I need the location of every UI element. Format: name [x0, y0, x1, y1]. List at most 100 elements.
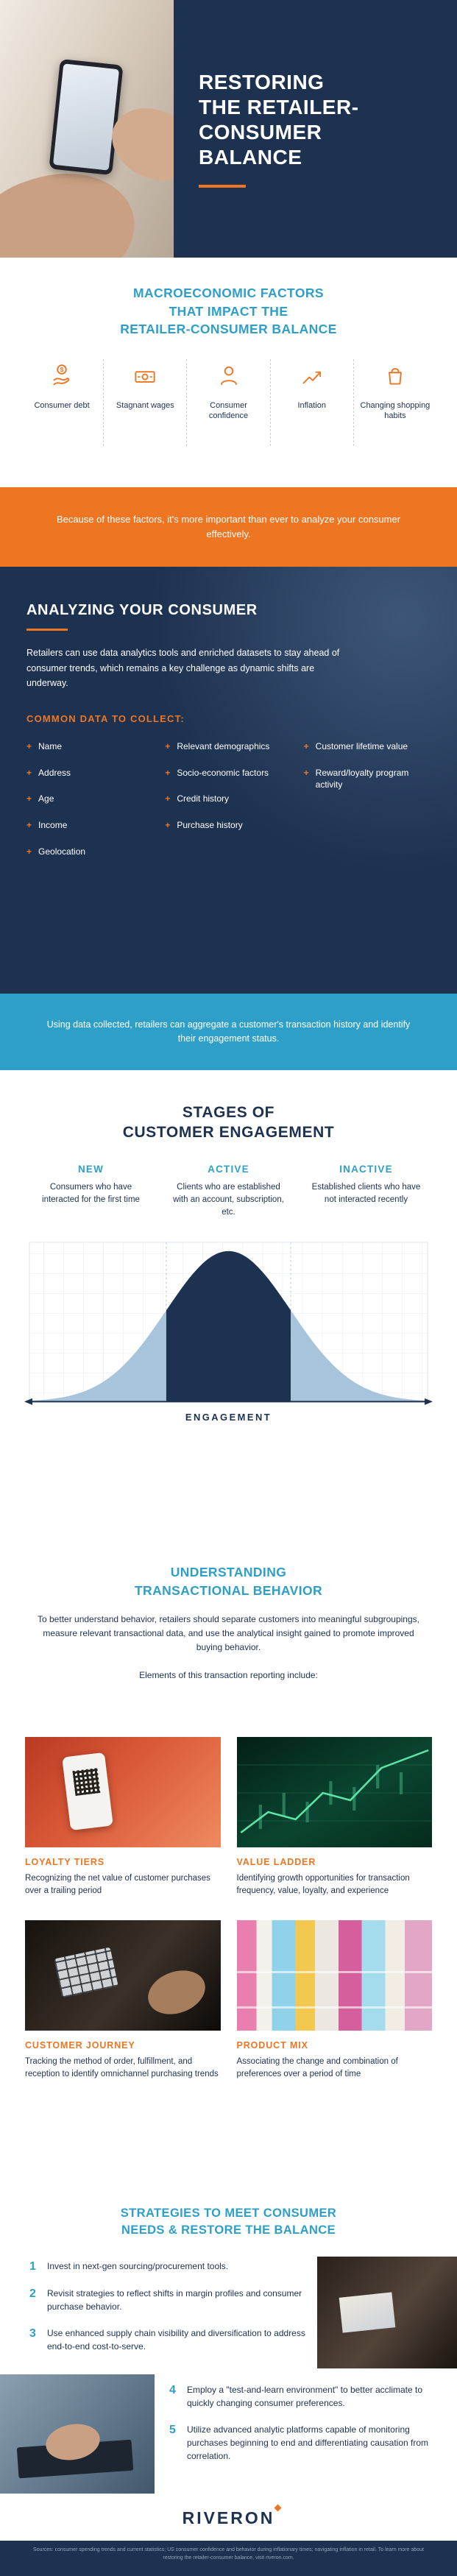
- shopping-bag-icon: [358, 359, 433, 393]
- card-title: CUSTOMER JOURNEY: [25, 2039, 135, 2050]
- card-customer-journey: CUSTOMER JOURNEY Tracking the method of …: [25, 1919, 221, 2081]
- heading-line: NEEDS & RESTORE THE BALANCE: [121, 2223, 336, 2237]
- axis-arrow-right-icon: [425, 1398, 433, 1406]
- heading-underline: [26, 629, 68, 631]
- title-line: CONSUMER: [199, 121, 322, 144]
- transaction-element-cards: LOYALTY TIERS Recognizing the net value …: [0, 1725, 457, 2179]
- data-item-label: Socio-economic factors: [177, 767, 269, 778]
- data-item-label: Age: [38, 793, 54, 804]
- hand-coin-icon: $: [24, 359, 99, 393]
- stage-definitions: NEW Consumers who have interacted for th…: [26, 1164, 431, 1220]
- axis-arrow-left-icon: [24, 1398, 32, 1406]
- strategy-text: Employ a "test-and-learn environment" to…: [187, 2385, 423, 2409]
- plus-bullet-icon: +: [26, 846, 32, 857]
- card-product-mix: PRODUCT MIX Associating the change and c…: [236, 1919, 432, 2081]
- heading-line: MACROECONOMIC FACTORS: [133, 286, 324, 300]
- strategy-item-1: 1 Invest in next-gen sourcing/procuremen…: [29, 2260, 305, 2274]
- payment-device-photo: [25, 1919, 221, 2031]
- stock-chart-graphic: [236, 1749, 432, 1833]
- collect-column-1: + Name + Address + Age + Income + Geolocation: [26, 740, 153, 872]
- data-item-label: Customer lifetime value: [315, 740, 408, 751]
- plus-bullet-icon: +: [165, 820, 171, 831]
- plus-bullet-icon: +: [26, 820, 32, 831]
- logo-text: RIVERON: [182, 2508, 275, 2527]
- data-item: + Purchase history: [165, 819, 291, 832]
- stage-name: INACTIVE: [339, 1163, 393, 1175]
- plus-bullet-icon: +: [165, 740, 171, 751]
- title-line: RESTORING: [199, 70, 325, 93]
- footer-sources-bar: Sources: consumer spending trends and cu…: [0, 2541, 457, 2576]
- card-value-ladder: VALUE LADDER Identifying growth opportun…: [236, 1737, 432, 1898]
- transactional-paragraph: To better understand behavior, retailers…: [38, 1614, 419, 1653]
- card-text: Recognizing the net value of customer pu…: [25, 1874, 210, 1896]
- data-item-label: Address: [38, 767, 71, 778]
- curve-active-region: [166, 1251, 291, 1402]
- rising-arrow-icon: [274, 359, 350, 393]
- banner-text: Using data collected, retailers can aggr…: [46, 1019, 411, 1044]
- card-title: VALUE LADDER: [236, 1857, 316, 1867]
- card-text: Tracking the method of order, fulfillmen…: [25, 2056, 219, 2078]
- macro-heading: MACROECONOMIC FACTORS THAT IMPACT THE RE…: [21, 284, 436, 339]
- factor-stagnant-wages: Stagnant wages: [103, 358, 186, 446]
- data-item: + Address: [26, 767, 153, 779]
- data-item: + Income: [26, 819, 153, 832]
- collect-column-3: + Customer lifetime value + Reward/loyalty…: [304, 740, 431, 872]
- strategy-item-5: 5 Utilize advanced analytic platforms ca…: [169, 2423, 432, 2463]
- footer-logo-section: RIVERON: [0, 2495, 457, 2541]
- plus-bullet-icon: +: [165, 767, 171, 778]
- axis-label: ENGAGEMENT: [185, 1412, 272, 1423]
- riveron-logo: RIVERON: [182, 2504, 282, 2528]
- strategy-text: Invest in next-gen sourcing/procurement …: [47, 2261, 229, 2272]
- page-title: RESTORING THE RETAILER- CONSUMER BALANCE: [199, 70, 457, 171]
- strategies-row-2: 4 Employ a "test-and-learn environment" …: [0, 2374, 457, 2494]
- plus-bullet-icon: +: [303, 740, 309, 751]
- stage-active: ACTIVE Clients who are established with …: [164, 1164, 293, 1220]
- data-item-label: Name: [38, 740, 63, 751]
- heading-line: RETAILER-CONSUMER BALANCE: [120, 322, 337, 336]
- transactional-section: UNDERSTANDING TRANSACTIONAL BEHAVIOR To …: [0, 1532, 457, 1725]
- laptop-typing-photo: [0, 2374, 155, 2494]
- data-item-label: Geolocation: [38, 846, 86, 857]
- stage-description: Consumers who have interacted for the fi…: [42, 1182, 140, 1204]
- factor-label: Consumer confidence: [208, 400, 249, 421]
- stage-name: ACTIVE: [208, 1163, 249, 1175]
- title-line: THE RETAILER-: [199, 95, 359, 118]
- stock-chart-photo: [236, 1737, 432, 1847]
- data-item-label: Reward/loyalty program activity: [315, 767, 409, 790]
- factors-row: $ Consumer debt Stagnant wages: [21, 358, 436, 446]
- svg-text:$: $: [60, 366, 64, 373]
- calculator-graphic: [54, 1946, 118, 1998]
- engagement-chart-wrapper: ENGAGEMENT: [22, 1234, 435, 1429]
- heading-line: STRATEGIES TO MEET CONSUMER: [120, 2207, 337, 2220]
- strategy-item-3: 3 Use enhanced supply chain visibility a…: [29, 2326, 305, 2353]
- data-item-label: Credit history: [177, 793, 230, 804]
- data-item: + Age: [26, 793, 153, 805]
- blue-callout-banner: Using data collected, retailers can aggr…: [0, 994, 457, 1070]
- shelf-graphic: [236, 1970, 432, 1973]
- data-item: + Relevant demographics: [165, 740, 291, 753]
- factor-label: Stagnant wages: [116, 400, 174, 410]
- plus-bullet-icon: +: [26, 740, 32, 751]
- strategy-list-2: 4 Employ a "test-and-learn environment" …: [155, 2374, 457, 2494]
- phone-graphic: [62, 1752, 113, 1831]
- heading-line: CUSTOMER ENGAGEMENT: [122, 1124, 335, 1142]
- data-item: + Name: [26, 740, 153, 753]
- curve-inactive-region: [291, 1310, 428, 1402]
- data-item: + Customer lifetime value: [304, 740, 431, 753]
- factor-shopping-habits: Changing shopping habits: [353, 358, 436, 446]
- banner-text: Because of these factors, it's more impo…: [56, 513, 401, 539]
- card-title: LOYALTY TIERS: [25, 1857, 105, 1867]
- curve-new-region: [29, 1310, 166, 1402]
- factor-consumer-debt: $ Consumer debt: [21, 359, 103, 446]
- phone-qr-code-photo: [25, 1737, 221, 1847]
- strategy-number: 3: [29, 2327, 36, 2340]
- banknote-icon: [107, 359, 183, 393]
- collect-subheading: COMMON DATA TO COLLECT:: [26, 712, 185, 724]
- factor-label: Consumer debt: [34, 400, 90, 410]
- plus-bullet-icon: +: [26, 767, 32, 778]
- strategy-number: 4: [169, 2384, 176, 2397]
- stages-section: STAGES OF CUSTOMER ENGAGEMENT NEW Consum…: [0, 1070, 457, 1532]
- data-item: + Reward/loyalty program activity: [304, 767, 431, 792]
- data-item-label: Purchase history: [177, 820, 243, 831]
